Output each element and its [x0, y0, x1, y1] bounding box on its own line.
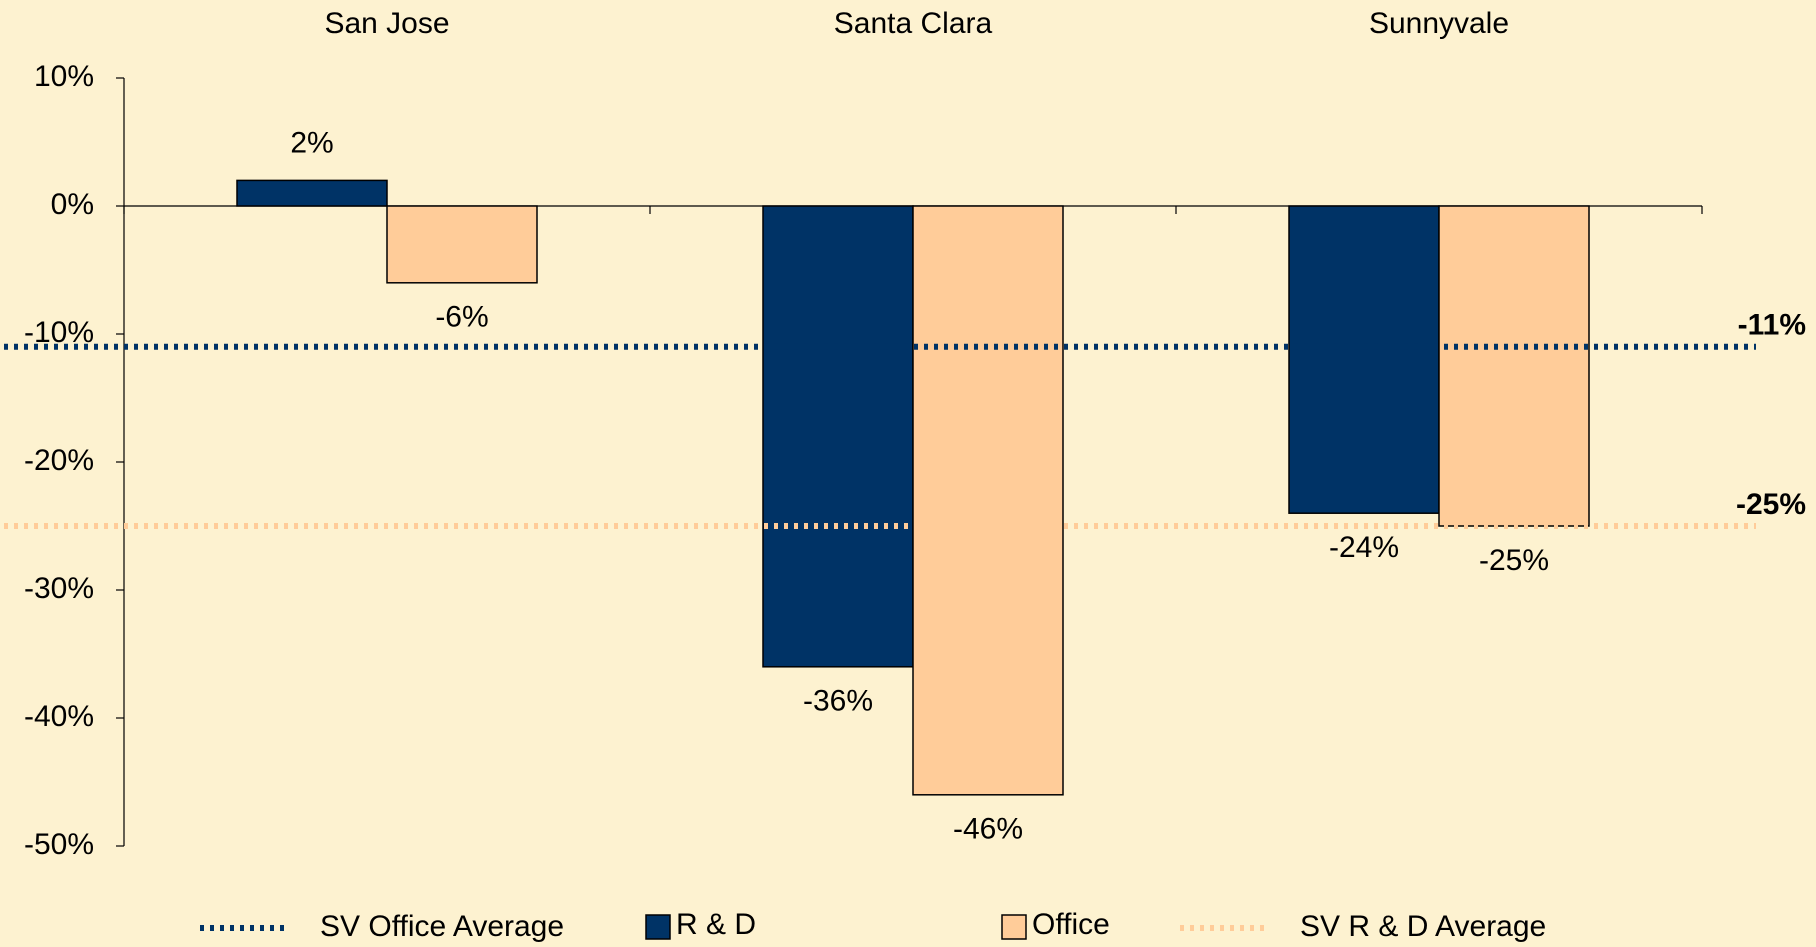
- y-tick-label: -30%: [24, 572, 94, 605]
- data-label: -24%: [1329, 531, 1399, 564]
- y-tick-label: -20%: [24, 444, 94, 477]
- legend-label: SV Office Average: [320, 910, 564, 943]
- bar: [1288, 205, 1440, 514]
- category-label: Sunnyvale: [1369, 7, 1509, 40]
- bar: [912, 205, 1064, 796]
- y-tick-label: -10%: [24, 316, 94, 349]
- bar: [236, 179, 388, 207]
- legend-label: R & D: [676, 908, 756, 941]
- legend-swatch: [645, 914, 671, 940]
- bar: [762, 205, 914, 668]
- reference-label: -11%: [1738, 309, 1806, 342]
- category-label: San Jose: [324, 7, 449, 40]
- data-label: -25%: [1479, 544, 1549, 577]
- y-tick-label: -40%: [24, 700, 94, 733]
- data-label: -46%: [953, 813, 1023, 846]
- data-label: 2%: [290, 126, 333, 159]
- legend-label: Office: [1032, 908, 1110, 941]
- bar: [1438, 205, 1590, 527]
- legend-label: SV R & D Average: [1300, 910, 1546, 943]
- y-tick-label: -50%: [24, 828, 94, 861]
- data-label: -6%: [435, 301, 488, 334]
- reference-label: -25%: [1736, 488, 1806, 521]
- y-tick-label: 10%: [34, 60, 94, 93]
- category-label: Santa Clara: [834, 7, 993, 40]
- data-label: -36%: [803, 685, 873, 718]
- legend-swatch: [1001, 914, 1027, 940]
- bar: [386, 205, 538, 284]
- y-tick-label: 0%: [51, 188, 94, 221]
